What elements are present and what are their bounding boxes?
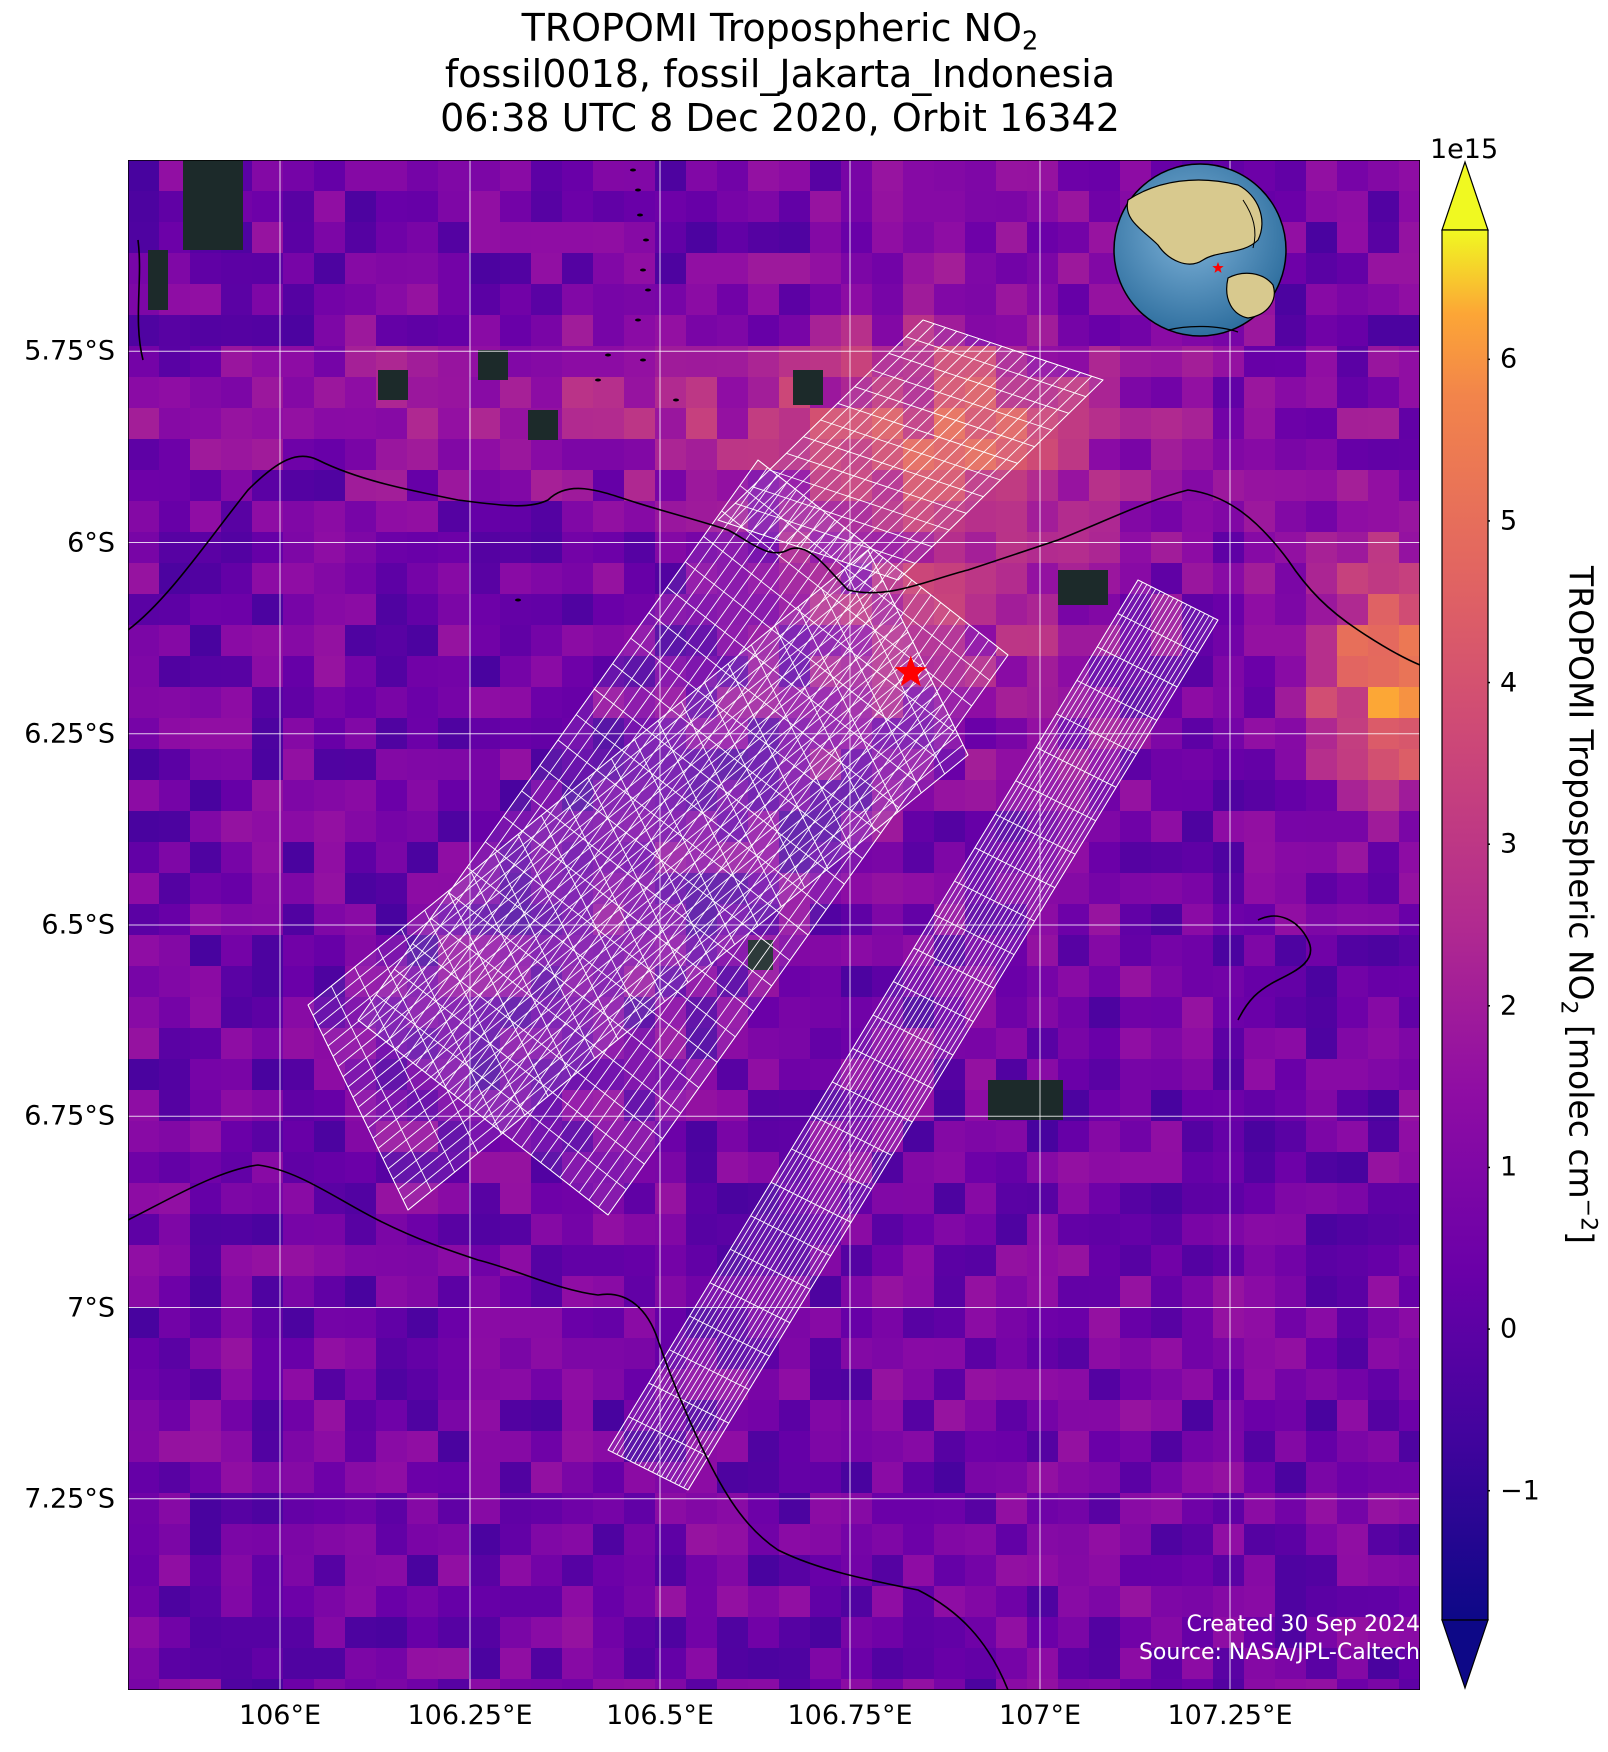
- colorbar-tick-label: 0: [1500, 1313, 1518, 1345]
- lat-tick-label: 7.25°S: [24, 1483, 115, 1515]
- credit-created: Created 30 Sep 2024: [1186, 1612, 1421, 1637]
- lat-tick-label: 6°S: [67, 527, 115, 558]
- colorbar-tick-label: 4: [1500, 667, 1518, 699]
- lat-tick-label: 6.25°S: [24, 718, 115, 750]
- island-west: [137, 239, 144, 361]
- lat-tick-label: 6.75°S: [24, 1100, 115, 1132]
- no2-map: [128, 160, 1420, 1690]
- map-gridlines: [128, 160, 1420, 1690]
- colorbar-tick-label: 2: [1500, 990, 1518, 1022]
- java-south-coast: [128, 1164, 1009, 1690]
- colorbar-extend-min: [1441, 1619, 1489, 1690]
- lon-tick-label: 106.75°E: [787, 1700, 913, 1731]
- lon-tick-label: 106.25°E: [407, 1700, 533, 1731]
- thousand-islands: [515, 168, 679, 602]
- lon-tick-label: 106.5°E: [606, 1700, 714, 1731]
- colorbar-extend-max: [1441, 160, 1489, 231]
- colorbar-scale-label: 1e15: [1430, 134, 1499, 165]
- colorbar-tick-label: −1: [1500, 1475, 1540, 1507]
- island-east: [1237, 915, 1312, 1021]
- colorbar-tick-label: 5: [1500, 505, 1518, 537]
- colorbar-body: [1441, 229, 1489, 1621]
- globe-locator-inset: [1113, 163, 1287, 337]
- colorbar-tick-label: 1: [1500, 1151, 1518, 1183]
- colorbar-tick-label: 6: [1500, 343, 1518, 375]
- lat-tick-label: 7°S: [67, 1292, 115, 1323]
- target-footprint-mesh: [307, 319, 1219, 1491]
- lon-tick-label: 107°E: [998, 1700, 1082, 1731]
- title-line-2: fossil0018, fossil_Jakarta_Indonesia: [444, 52, 1116, 96]
- colorbar: [1441, 160, 1490, 1690]
- colorbar-label: TROPOMI Tropospheric NO2 [molec cm−2]: [1555, 566, 1601, 1244]
- lat-tick-label: 5.75°S: [24, 335, 115, 367]
- coastline: [128, 239, 1420, 1690]
- target-star-marker: [894, 655, 927, 687]
- colorbar-tick-label: 3: [1500, 828, 1518, 860]
- java-north-coast: [128, 455, 1420, 666]
- title-line-3: 06:38 UTC 8 Dec 2020, Orbit 16342: [440, 96, 1120, 140]
- lon-tick-label: 106°E: [238, 1700, 322, 1731]
- colorbar-tick-marks: [1488, 358, 1490, 1492]
- lon-tick-label: 107.25°E: [1167, 1700, 1293, 1731]
- title-line-1: TROPOMI Tropospheric NO2: [521, 6, 1039, 57]
- lat-tick-label: 6.5°S: [41, 909, 115, 941]
- credit-source: Source: NASA/JPL-Caltech: [1138, 1640, 1420, 1665]
